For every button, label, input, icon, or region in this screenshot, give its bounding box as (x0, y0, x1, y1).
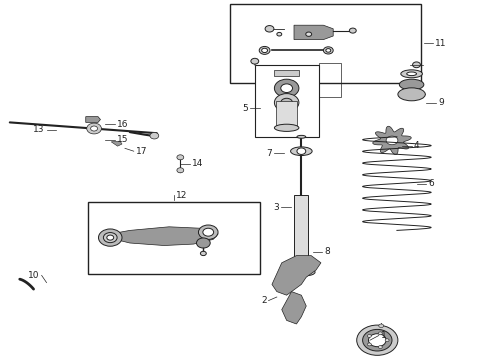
Circle shape (251, 58, 259, 64)
Circle shape (378, 346, 382, 348)
Bar (230, 4, 421, 83)
Text: 13: 13 (33, 125, 45, 134)
Circle shape (87, 123, 101, 134)
Polygon shape (294, 25, 333, 40)
Circle shape (177, 168, 184, 173)
Text: 15: 15 (117, 135, 128, 144)
Circle shape (107, 235, 114, 240)
Text: 10: 10 (28, 271, 40, 280)
Circle shape (200, 251, 206, 256)
Circle shape (91, 126, 98, 131)
Text: 6: 6 (428, 179, 434, 188)
Ellipse shape (297, 135, 306, 138)
Bar (318, 63, 341, 97)
Circle shape (274, 79, 299, 97)
Circle shape (306, 32, 312, 36)
Circle shape (259, 46, 270, 54)
Polygon shape (272, 256, 321, 295)
Text: 5: 5 (242, 104, 248, 113)
Text: 14: 14 (192, 159, 203, 168)
Circle shape (277, 32, 282, 36)
Circle shape (196, 238, 210, 248)
Text: 9: 9 (438, 98, 444, 107)
Circle shape (349, 28, 356, 33)
Circle shape (198, 225, 218, 239)
Circle shape (323, 47, 333, 54)
Text: 8: 8 (324, 248, 330, 256)
Circle shape (363, 329, 392, 351)
Ellipse shape (398, 88, 425, 101)
Bar (274, 70, 299, 76)
Circle shape (378, 332, 382, 335)
Circle shape (177, 155, 184, 160)
Circle shape (357, 325, 398, 355)
Circle shape (265, 26, 274, 32)
Bar (255, 65, 318, 137)
Text: 1: 1 (381, 331, 387, 340)
Ellipse shape (274, 124, 299, 131)
Bar (294, 195, 308, 266)
Circle shape (385, 339, 389, 342)
Text: 11: 11 (435, 39, 446, 48)
Bar (276, 101, 297, 128)
Circle shape (150, 132, 159, 139)
Ellipse shape (399, 79, 424, 90)
Ellipse shape (291, 147, 312, 156)
Polygon shape (282, 292, 306, 324)
Circle shape (386, 136, 398, 145)
Circle shape (379, 324, 384, 328)
Ellipse shape (401, 70, 422, 78)
Circle shape (368, 334, 371, 337)
Circle shape (368, 343, 371, 346)
Circle shape (413, 62, 420, 68)
Text: 12: 12 (176, 191, 187, 200)
Polygon shape (100, 227, 218, 246)
Circle shape (297, 148, 306, 154)
Text: 16: 16 (117, 120, 128, 129)
Circle shape (103, 233, 117, 243)
Polygon shape (86, 117, 100, 122)
Text: 3: 3 (273, 202, 279, 212)
Text: 7: 7 (267, 149, 272, 158)
Bar (88, 202, 260, 274)
Circle shape (281, 84, 293, 93)
Circle shape (326, 49, 331, 52)
Circle shape (98, 229, 122, 246)
Circle shape (368, 334, 386, 347)
Circle shape (203, 228, 214, 236)
Circle shape (274, 94, 299, 112)
Text: 2: 2 (261, 296, 267, 305)
Polygon shape (373, 126, 411, 154)
Ellipse shape (407, 72, 416, 76)
Ellipse shape (295, 269, 315, 276)
Circle shape (281, 98, 293, 107)
Text: 17: 17 (136, 147, 147, 156)
Circle shape (302, 270, 309, 275)
Text: 4: 4 (414, 141, 419, 150)
Polygon shape (111, 141, 122, 146)
Circle shape (262, 48, 268, 53)
